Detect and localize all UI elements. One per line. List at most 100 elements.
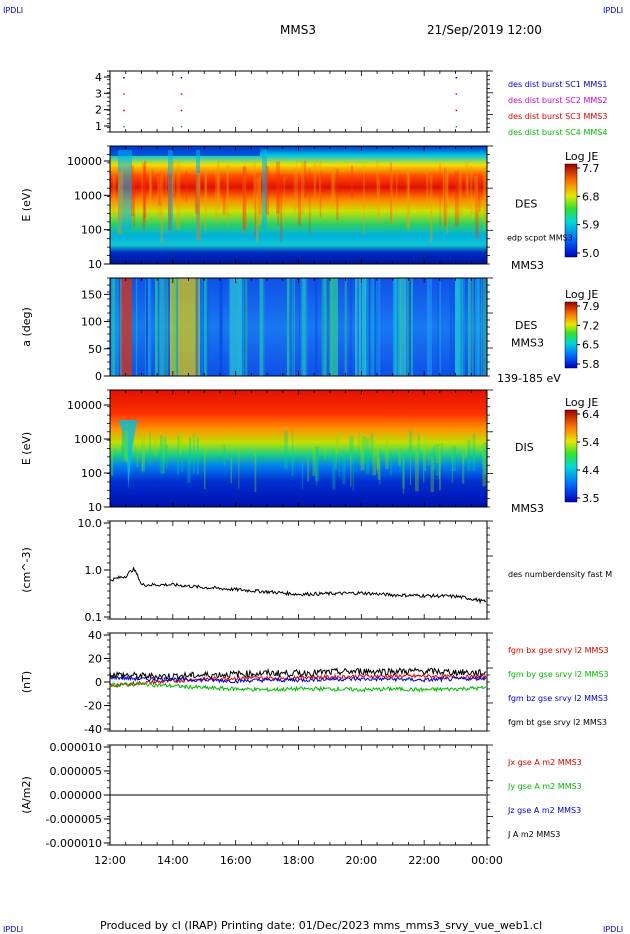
pitch-texture-stroke [286,278,289,376]
dis-texture-stroke [399,447,401,473]
dis-texture-stroke [291,430,294,467]
des-texture-stroke [244,164,246,227]
des-feature-column [168,150,173,230]
des-texture-stroke [313,161,317,198]
pitch-texture-stroke [303,278,308,376]
pitch-texture-stroke [397,278,400,376]
des-texture-stroke [336,168,339,221]
panel-density: 10.0 1.0 0.1 (cm^-3) des numberdensity fast … [20,517,612,624]
panel-dis-energy: 10000 1000 100 10 E (eV) DIS MMS3 Log JE6.4 5.4 4… [20,389,600,515]
des-texture-stroke [165,166,167,210]
pitch-texture-stroke [144,278,146,376]
y-tick-label: 1000 [74,189,102,202]
pitch-texture-stroke [407,278,411,376]
dis-texture-stroke [177,435,179,475]
des-texture-stroke [390,162,392,224]
dis-texture-stroke [162,452,165,473]
pitch-texture-stroke [428,278,432,376]
panel-label: DES [515,197,537,210]
colorbar-tick-label: 7.7 [582,162,600,175]
des-texture-stroke [151,169,154,200]
des-texture-stroke [283,177,285,228]
burst-mark [123,77,125,79]
pitch-texture-stroke [204,278,208,376]
pitch-texture-stroke [467,278,472,376]
des-texture-stroke [158,174,162,206]
y-tick-label: 3 [95,87,102,100]
des-texture-stroke [185,170,188,202]
des-texture-stroke [280,174,283,242]
colorbar-dis-energy [564,409,578,503]
dis-texture-stroke [372,440,376,476]
des-texture-stroke [454,170,459,227]
dis-texture-stroke [402,459,406,489]
dis-texture-stroke [402,457,405,494]
pitch-texture-stroke [176,278,178,376]
dis-texture-stroke [464,434,467,459]
series-label: Jx gse A m2 MMS3 [507,758,582,767]
pitch-texture-stroke [397,278,401,376]
dis-texture-stroke [398,444,401,466]
y-tick-label: 10000 [67,155,102,168]
des-texture-stroke [303,160,307,199]
des-texture-stroke [474,176,478,216]
dis-texture-stroke [238,450,240,489]
burst-mark [180,93,183,95]
pitch-texture-stroke [146,278,149,376]
y-tick-label: -0.000010 [46,837,102,850]
y-tick-label: 0 [95,676,102,689]
pitch-feature-column [170,278,200,376]
y-tick-label: 0 [95,370,102,383]
pitch-texture-stroke [457,278,459,376]
panel-label-bottom: MMS3 [511,259,544,272]
des-texture-stroke [376,160,379,196]
des-texture-stroke [406,168,410,230]
pitch-texture-stroke [154,278,158,376]
corner-label-bl: IPDLI [3,925,23,934]
pitch-feature-column [120,278,132,376]
pitch-texture-stroke [460,278,465,376]
dis-texture-stroke [377,457,381,480]
y-tick-label: -0.000005 [46,813,102,826]
des-texture-stroke [390,170,393,225]
corner-label-tl: IPDLI [3,6,23,15]
y-tick-label: 4 [95,71,102,84]
corner-label-tr: IPDLI [603,6,623,15]
dis-texture-stroke [154,435,157,457]
panel-label-bottom: 139-185 eV [497,372,561,385]
y-axis-label: (nT) [20,671,33,693]
corner-label-br: IPDLI [603,925,623,934]
y-axis-label: E (eV) [20,432,33,465]
dis-texture-stroke [312,446,317,476]
dis-texture-stroke [428,438,430,466]
des-texture-stroke [255,178,259,243]
burst-mark [455,126,458,128]
panel-label: DIS [515,441,534,454]
pitch-texture-stroke [293,278,295,376]
des-texture-stroke [407,174,410,228]
colorbar-tick-label: 5.0 [582,247,600,260]
pitch-texture-stroke [135,278,138,376]
pitch-texture-stroke [111,278,116,376]
series-line [109,667,487,682]
des-texture-stroke [131,165,134,217]
panel-frame [109,70,488,133]
pitch-texture-stroke [477,278,479,376]
dis-texture-stroke [349,435,354,461]
pitch-texture-stroke [396,278,399,376]
burst-mark [180,109,183,112]
des-feature-column [118,150,126,230]
y-tick-label: 100 [81,467,102,480]
pitch-texture-stroke [160,278,164,376]
des-texture-stroke [226,164,230,218]
panel-des-energy: 10000 1000 100 10 E (eV) DES edp scpot MMS3 MMS… [20,145,600,272]
pitch-texture-stroke [476,278,481,376]
dis-texture-stroke [254,453,257,492]
colorbar-tick-label: 5.9 [582,219,600,232]
dis-texture-stroke [302,459,303,489]
pitch-texture-stroke [396,278,400,376]
des-texture-stroke [332,166,336,201]
des-texture-stroke [117,170,122,235]
panel-label-bottom: MMS3 [511,502,544,515]
